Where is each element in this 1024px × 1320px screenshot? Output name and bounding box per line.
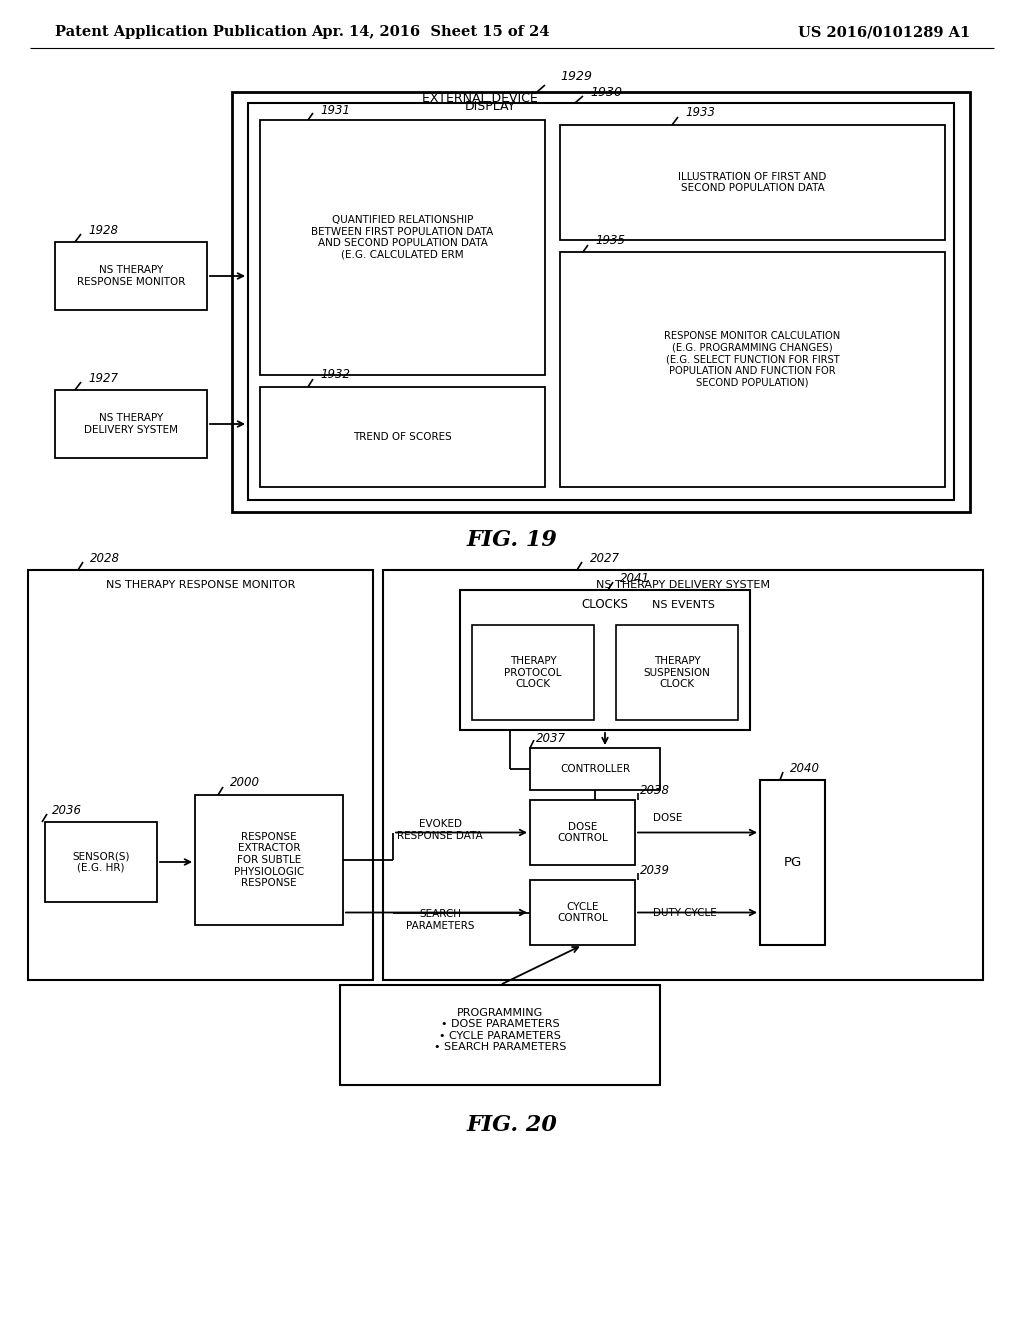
Text: 2037: 2037 bbox=[536, 731, 566, 744]
Text: 2040: 2040 bbox=[790, 762, 820, 775]
Text: 1930: 1930 bbox=[590, 86, 622, 99]
Bar bbox=[232, 92, 970, 512]
Text: 1935: 1935 bbox=[595, 234, 625, 247]
Bar bbox=[560, 125, 945, 240]
Bar bbox=[760, 780, 825, 945]
Bar bbox=[260, 387, 545, 487]
Bar bbox=[248, 103, 954, 500]
Text: DISPLAY: DISPLAY bbox=[465, 100, 515, 114]
Bar bbox=[260, 120, 545, 375]
Bar bbox=[55, 389, 207, 458]
Text: EXTERNAL DEVICE: EXTERNAL DEVICE bbox=[422, 91, 538, 104]
Bar bbox=[530, 800, 635, 865]
Text: THERAPY
PROTOCOL
CLOCK: THERAPY PROTOCOL CLOCK bbox=[504, 656, 562, 689]
Text: QUANTIFIED RELATIONSHIP
BETWEEN FIRST POPULATION DATA
AND SECOND POPULATION DATA: QUANTIFIED RELATIONSHIP BETWEEN FIRST PO… bbox=[311, 215, 494, 260]
Text: Patent Application Publication: Patent Application Publication bbox=[55, 25, 307, 40]
Text: 2028: 2028 bbox=[90, 552, 120, 565]
Bar bbox=[383, 570, 983, 979]
Text: RESPONSE MONITOR CALCULATION
(E.G. PROGRAMMING CHANGES)
(E.G. SELECT FUNCTION FO: RESPONSE MONITOR CALCULATION (E.G. PROGR… bbox=[665, 331, 841, 388]
Text: 2000: 2000 bbox=[230, 776, 260, 789]
Text: PG: PG bbox=[783, 855, 802, 869]
Text: 2039: 2039 bbox=[640, 863, 670, 876]
Bar bbox=[530, 748, 660, 789]
Text: SENSOR(S)
(E.G. HR): SENSOR(S) (E.G. HR) bbox=[73, 851, 130, 873]
Bar bbox=[530, 880, 635, 945]
Text: 1927: 1927 bbox=[88, 371, 118, 384]
Text: SEARCH
PARAMETERS: SEARCH PARAMETERS bbox=[406, 909, 474, 931]
Text: 2027: 2027 bbox=[590, 552, 620, 565]
Text: 1933: 1933 bbox=[685, 107, 715, 120]
Text: 1928: 1928 bbox=[88, 223, 118, 236]
Text: NS THERAPY
DELIVERY SYSTEM: NS THERAPY DELIVERY SYSTEM bbox=[84, 413, 178, 434]
Text: 2041: 2041 bbox=[620, 573, 650, 586]
Text: Apr. 14, 2016  Sheet 15 of 24: Apr. 14, 2016 Sheet 15 of 24 bbox=[310, 25, 549, 40]
Text: DOSE
CONTROL: DOSE CONTROL bbox=[557, 821, 608, 843]
Text: CYCLE
CONTROL: CYCLE CONTROL bbox=[557, 902, 608, 923]
Bar bbox=[28, 570, 373, 979]
Bar bbox=[560, 252, 945, 487]
Text: NS THERAPY DELIVERY SYSTEM: NS THERAPY DELIVERY SYSTEM bbox=[596, 579, 770, 590]
Text: NS THERAPY RESPONSE MONITOR: NS THERAPY RESPONSE MONITOR bbox=[105, 579, 295, 590]
Bar bbox=[460, 590, 750, 730]
Text: 2038: 2038 bbox=[640, 784, 670, 796]
Bar bbox=[195, 795, 343, 925]
Text: PROGRAMMING
• DOSE PARAMETERS
• CYCLE PARAMETERS
• SEARCH PARAMETERS: PROGRAMMING • DOSE PARAMETERS • CYCLE PA… bbox=[434, 1007, 566, 1052]
Text: 1929: 1929 bbox=[560, 70, 592, 83]
Text: NS EVENTS: NS EVENTS bbox=[651, 601, 715, 610]
Text: FIG. 20: FIG. 20 bbox=[467, 1114, 557, 1137]
Text: RESPONSE
EXTRACTOR
FOR SUBTLE
PHYSIOLOGIC
RESPONSE: RESPONSE EXTRACTOR FOR SUBTLE PHYSIOLOGI… bbox=[233, 832, 304, 888]
Bar bbox=[55, 242, 207, 310]
Text: EVOKED
RESPONSE DATA: EVOKED RESPONSE DATA bbox=[397, 820, 483, 841]
Text: 1931: 1931 bbox=[319, 103, 350, 116]
Text: THERAPY
SUSPENSION
CLOCK: THERAPY SUSPENSION CLOCK bbox=[643, 656, 711, 689]
Text: TREND OF SCORES: TREND OF SCORES bbox=[353, 432, 452, 442]
Text: CONTROLLER: CONTROLLER bbox=[560, 764, 630, 774]
Bar bbox=[340, 985, 660, 1085]
Text: CLOCKS: CLOCKS bbox=[582, 598, 629, 610]
Text: DOSE: DOSE bbox=[653, 813, 682, 822]
Text: ILLUSTRATION OF FIRST AND
SECOND POPULATION DATA: ILLUSTRATION OF FIRST AND SECOND POPULAT… bbox=[678, 172, 826, 193]
Text: DUTY CYCLE: DUTY CYCLE bbox=[653, 908, 717, 917]
Bar bbox=[616, 624, 738, 719]
Text: NS THERAPY
RESPONSE MONITOR: NS THERAPY RESPONSE MONITOR bbox=[77, 265, 185, 286]
Text: US 2016/0101289 A1: US 2016/0101289 A1 bbox=[798, 25, 970, 40]
Text: FIG. 19: FIG. 19 bbox=[467, 529, 557, 550]
Text: 2036: 2036 bbox=[52, 804, 82, 817]
Bar bbox=[45, 822, 157, 902]
Bar bbox=[472, 624, 594, 719]
Text: 1932: 1932 bbox=[319, 367, 350, 380]
